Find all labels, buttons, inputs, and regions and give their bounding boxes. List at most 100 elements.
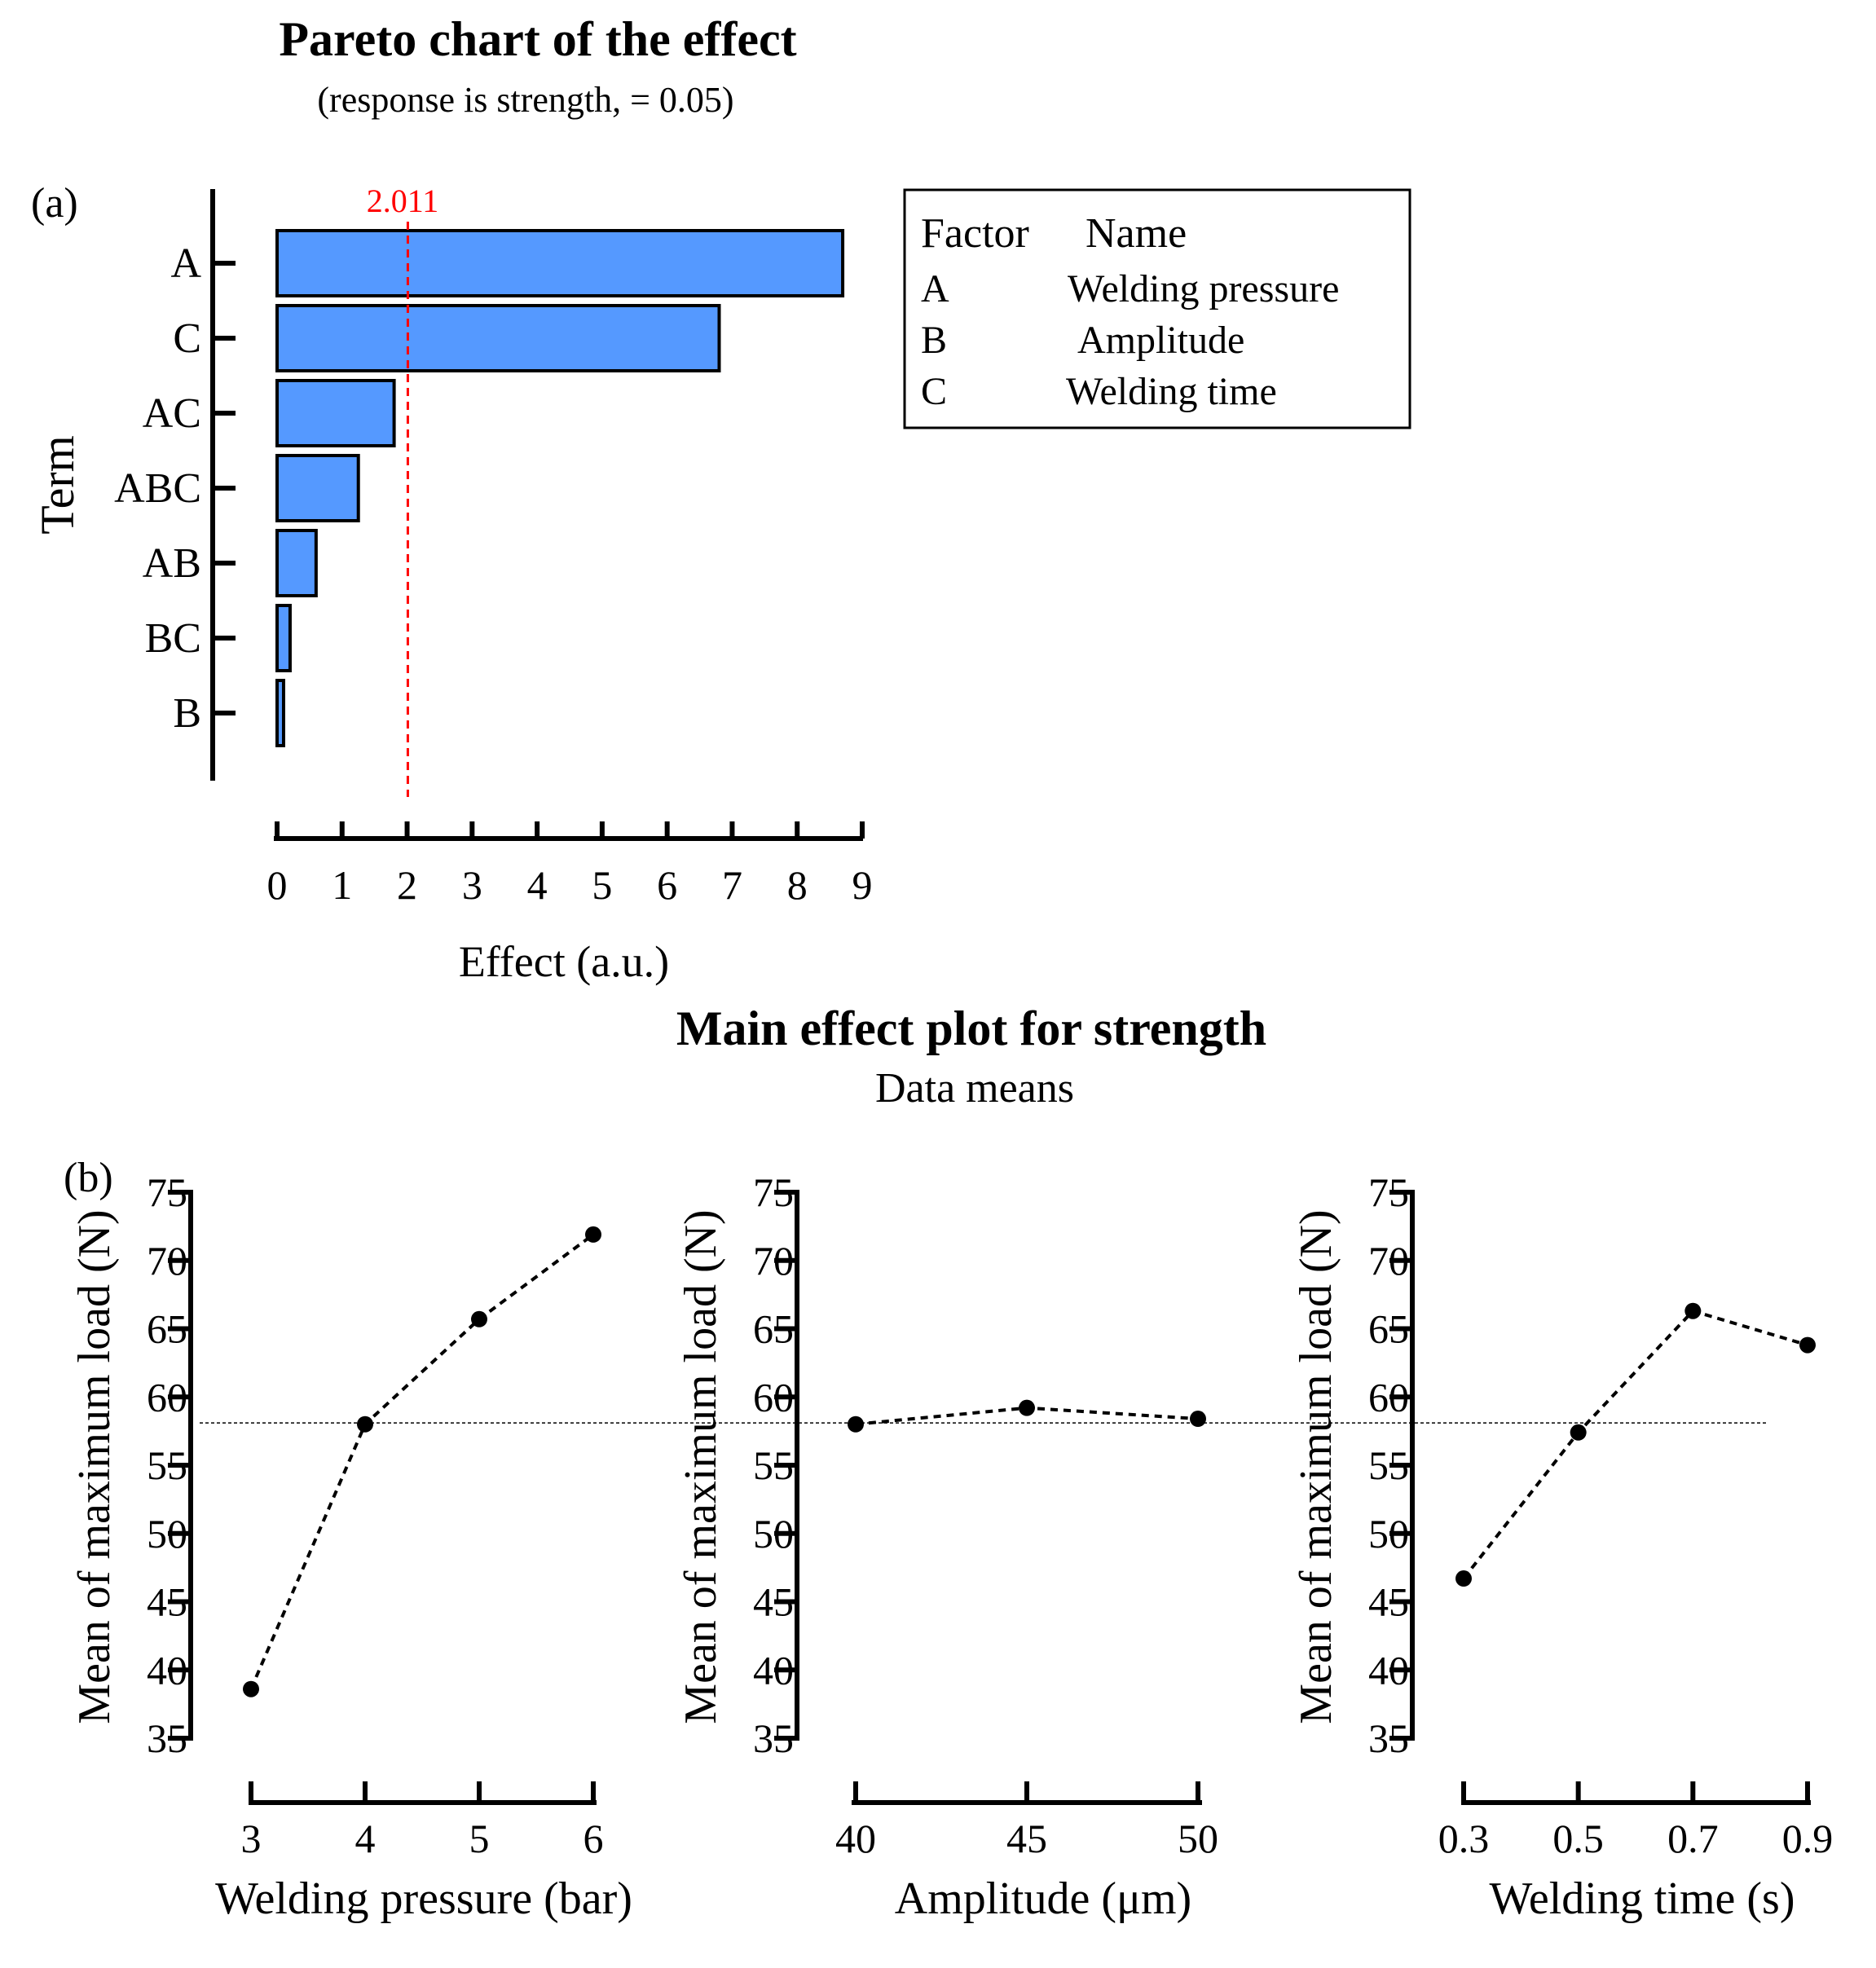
x-axis-label: Welding time (s) (1490, 1873, 1795, 1924)
legend-row-name: Welding time (1066, 370, 1277, 413)
data-point (243, 1680, 259, 1697)
pareto-bar (275, 604, 292, 672)
y-tick-label: 45 (1368, 1579, 1409, 1625)
y-tick-label: 55 (147, 1442, 187, 1488)
x-tick-label: 0.3 (1438, 1816, 1490, 1861)
x-tick-label: 0.9 (1782, 1816, 1834, 1861)
factor-legend: Factor Name A Welding pressure B Amplitu… (903, 188, 1411, 429)
data-point (1019, 1399, 1035, 1416)
pareto-bar (275, 454, 360, 522)
pareto-y-tick-label: A (170, 240, 201, 287)
y-tick-label: 45 (147, 1579, 187, 1625)
pareto-y-tick-label: AC (143, 390, 201, 437)
pareto-y-ticks: AC AC ABC AB BC B (114, 240, 236, 737)
pareto-x-axis-label: Effect (a.u.) (459, 937, 669, 986)
subplot-welding-time: 35 40 45 50 55 60 65 70 75 Mean of maximum load (… (1291, 1169, 1833, 1924)
pareto-x-tick-label: 4 (527, 862, 548, 908)
pareto-y-axis-label: Term (31, 435, 84, 535)
series-line (249, 1233, 595, 1690)
pareto-bar (275, 229, 845, 297)
y-tick-label: 75 (147, 1169, 187, 1215)
x-tick-label: 4 (355, 1816, 376, 1861)
pareto-x-tick-label: 5 (592, 862, 612, 908)
y-tick-label: 65 (753, 1306, 794, 1352)
pareto-x-tick-label: 6 (657, 862, 677, 908)
legend-row-name: Amplitude (1077, 319, 1244, 362)
pareto-chart: Pareto chart of the effect (response is … (31, 12, 1411, 986)
data-point (585, 1226, 601, 1243)
series-line (1462, 1309, 1808, 1580)
pareto-bar (275, 379, 396, 447)
pareto-y-tick-label: B (173, 690, 201, 737)
data-point (1799, 1336, 1816, 1354)
y-tick-label: 40 (147, 1647, 187, 1693)
main-effect-subtitle: Data means (875, 1065, 1074, 1112)
y-tick-label: 40 (753, 1647, 794, 1693)
y-axis-label: Mean of maximum load (N) (676, 1209, 726, 1724)
y-tick-label: 60 (147, 1374, 187, 1420)
x-tick-label: 0.5 (1552, 1816, 1604, 1861)
x-tick-label: 6 (583, 1816, 604, 1861)
y-tick-label: 35 (1368, 1715, 1409, 1761)
x-tick-label: 45 (1006, 1816, 1047, 1861)
x-tick-label: 3 (241, 1816, 262, 1861)
pareto-x-tick-label: 9 (852, 862, 873, 908)
y-tick-label: 75 (1368, 1169, 1409, 1215)
y-tick-label: 75 (753, 1169, 794, 1215)
x-axis-label: Welding pressure (bar) (215, 1873, 632, 1924)
pareto-bar (275, 679, 285, 747)
pareto-x-tick-label: 1 (332, 862, 352, 908)
pareto-x-tick-label: 7 (722, 862, 742, 908)
data-point (848, 1415, 864, 1433)
pareto-y-tick-label: C (173, 315, 201, 362)
pareto-x-tick-label: 2 (397, 862, 417, 908)
y-tick-label: 50 (753, 1511, 794, 1556)
data-point (357, 1415, 373, 1433)
x-tick-label: 0.7 (1667, 1816, 1719, 1861)
pareto-subtitle: (response is strength, = 0.05) (317, 80, 733, 120)
pareto-x-tick-label: 3 (462, 862, 482, 908)
x-tick-label: 40 (835, 1816, 876, 1861)
y-tick-label: 55 (753, 1442, 794, 1488)
main-effect-title: Main effect plot for strength (676, 1002, 1266, 1055)
pareto-y-tick-label: AB (143, 540, 201, 587)
pareto-x-tick-label: 8 (787, 862, 808, 908)
data-point (1684, 1302, 1702, 1319)
data-point (471, 1310, 487, 1327)
main-effect-panel-label: (b) (64, 1155, 113, 1201)
y-axis-label: Mean of maximum load (N) (69, 1209, 120, 1724)
pareto-threshold-label: 2.011 (367, 183, 439, 219)
pareto-bar (275, 529, 318, 597)
y-tick-label: 60 (1368, 1374, 1409, 1420)
y-tick-label: 70 (1368, 1238, 1409, 1283)
x-tick-label: 50 (1178, 1816, 1218, 1861)
data-point (1570, 1424, 1587, 1441)
y-tick-label: 55 (1368, 1442, 1409, 1488)
pareto-bars (275, 229, 845, 747)
data-point (1455, 1570, 1472, 1587)
pareto-title: Pareto chart of the effect (279, 12, 796, 66)
data-point (1190, 1411, 1206, 1428)
y-tick-label: 65 (1368, 1306, 1409, 1352)
legend-row-name: Welding pressure (1068, 267, 1339, 310)
legend-header-factor: Factor (921, 210, 1029, 257)
y-axis-label: Mean of maximum load (N) (1291, 1209, 1341, 1724)
y-tick-label: 35 (147, 1715, 187, 1761)
subplot-amplitude: 35 40 45 50 55 60 65 70 75 Mean of maximum load (… (676, 1169, 1218, 1924)
x-axis-label: Amplitude (μm) (895, 1873, 1191, 1924)
factor-legend-box (903, 188, 1411, 429)
y-tick-label: 50 (147, 1511, 187, 1556)
y-tick-label: 70 (147, 1238, 187, 1283)
pareto-x-tick-label: 0 (267, 862, 288, 908)
pareto-panel-label: (a) (31, 180, 78, 227)
legend-header-name: Name (1086, 210, 1187, 257)
y-tick-label: 65 (147, 1306, 187, 1352)
legend-row-factor: A (921, 267, 949, 310)
y-tick-label: 50 (1368, 1511, 1409, 1556)
pareto-bar (275, 304, 721, 372)
y-tick-label: 70 (753, 1238, 794, 1283)
x-tick-label: 5 (469, 1816, 490, 1861)
